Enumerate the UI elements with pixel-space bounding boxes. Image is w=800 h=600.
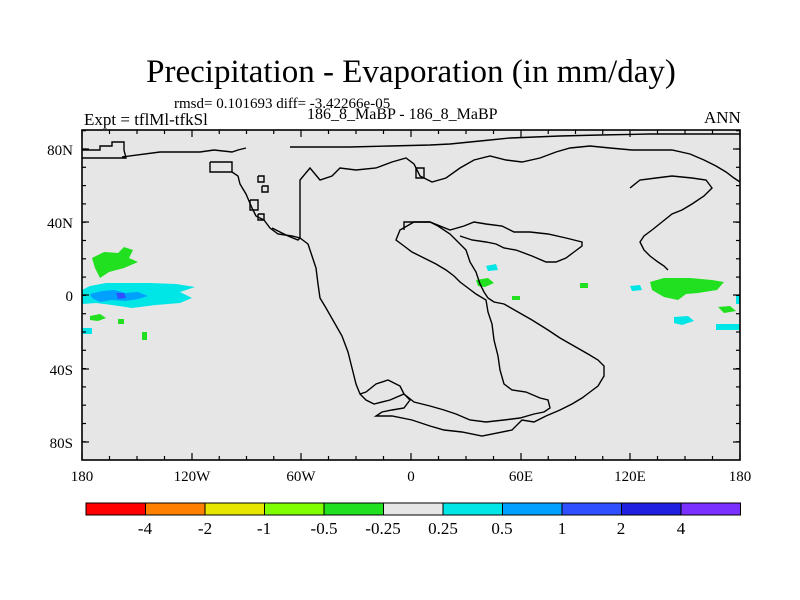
colorbar-box bbox=[85, 502, 146, 516]
map-background bbox=[82, 130, 740, 460]
lon-label-60w: 60W bbox=[286, 469, 316, 485]
lon-label-60e: 60E bbox=[509, 469, 533, 485]
lat-label-80n: 80N bbox=[47, 143, 73, 159]
anomaly-fills bbox=[82, 247, 740, 340]
coastlines bbox=[82, 133, 741, 437]
plot-title: Precipitation - Evaporation (in mm/day) bbox=[146, 54, 676, 90]
colorbar-label: -1 bbox=[257, 519, 271, 538]
stats-text: rmsd= 0.101693 diff= -3.42266e-05 bbox=[174, 96, 391, 112]
latitude-labels: 80N 40N 0 40S 80S bbox=[47, 143, 73, 452]
colorbar-box bbox=[621, 502, 682, 516]
colorbar-box bbox=[383, 502, 444, 516]
arctic-coast-west bbox=[82, 141, 127, 159]
arctic-coast-mid bbox=[121, 147, 247, 158]
green-anomaly-east bbox=[650, 278, 724, 300]
pangea-west-coast bbox=[271, 227, 301, 241]
arctic-coast-east bbox=[290, 133, 740, 148]
colorbar-label: 1 bbox=[558, 519, 567, 538]
green-anomaly-africa-small bbox=[512, 296, 520, 300]
asia-east-coast bbox=[629, 175, 713, 271]
cyan-anomaly-east-b bbox=[674, 316, 694, 325]
longitude-labels: 180 120W 60W 0 60E 120E 180 bbox=[71, 469, 752, 485]
pangea-main-coast bbox=[231, 171, 605, 437]
colorbar-box bbox=[323, 502, 384, 516]
tethys-coast bbox=[403, 221, 583, 263]
colorbar-box bbox=[680, 502, 741, 516]
lon-label-120e: 120E bbox=[614, 469, 646, 485]
cyan-anomaly-east-edge bbox=[716, 324, 740, 330]
island-d bbox=[257, 175, 265, 183]
colorbar-box bbox=[442, 502, 503, 516]
axis-ticks bbox=[81, 130, 741, 460]
colorbar-label: -0.5 bbox=[311, 519, 338, 538]
green-anomaly-small-a bbox=[118, 319, 124, 324]
colorbar-label: 4 bbox=[677, 519, 686, 538]
colorbar-box bbox=[204, 502, 265, 516]
green-anomaly-sw bbox=[90, 314, 106, 321]
lon-label-120w: 120W bbox=[174, 469, 212, 485]
colorbar-label: 2 bbox=[617, 519, 626, 538]
lat-label-80s: 80S bbox=[50, 436, 73, 452]
colorbar-labels: -4 -2 -1 -0.5 -0.25 0.25 0.5 1 2 4 bbox=[138, 519, 686, 538]
island-f bbox=[249, 199, 259, 211]
colorbar-label: 0.5 bbox=[491, 519, 512, 538]
island-e bbox=[261, 185, 269, 193]
colorbar-box bbox=[502, 502, 563, 516]
season-label: ANN bbox=[704, 108, 741, 127]
green-anomaly-ocean bbox=[580, 283, 588, 288]
cyan-anomaly-west-edge bbox=[82, 328, 92, 334]
colorbar bbox=[85, 502, 741, 516]
green-anomaly-small-b bbox=[142, 332, 147, 340]
lat-label-40n: 40N bbox=[47, 216, 73, 232]
green-anomaly-nw bbox=[92, 247, 138, 278]
lat-label-40s: 40S bbox=[50, 363, 73, 379]
green-anomaly-east-c bbox=[718, 306, 736, 313]
inner-sea-north bbox=[299, 145, 741, 238]
lon-label-0: 0 bbox=[407, 469, 415, 485]
colorbar-label: -4 bbox=[138, 519, 153, 538]
colorbar-box bbox=[145, 502, 206, 516]
blue-anomaly-core bbox=[116, 293, 126, 299]
cyan-anomaly-east-edge2 bbox=[736, 296, 740, 304]
colorbar-box bbox=[561, 502, 622, 516]
cyan-anomaly-africa bbox=[486, 264, 498, 271]
colorbar-label: -0.25 bbox=[365, 519, 400, 538]
colorbar-box bbox=[264, 502, 325, 516]
colorbar-label: -2 bbox=[198, 519, 212, 538]
case-label: 186_8_MaBP - 186_8_MaBP bbox=[307, 106, 498, 123]
colorbar-label: 0.25 bbox=[428, 519, 458, 538]
experiment-label: Expt = tflMl-tfkSl bbox=[84, 110, 208, 129]
lat-label-eq: 0 bbox=[66, 289, 74, 305]
lon-label-180e: 180 bbox=[729, 469, 752, 485]
lon-label-180w: 180 bbox=[71, 469, 94, 485]
cyan-anomaly-east-a bbox=[630, 285, 642, 291]
